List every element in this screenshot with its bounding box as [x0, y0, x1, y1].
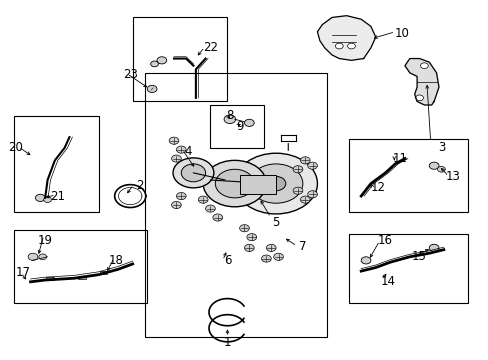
Text: 1: 1	[224, 336, 231, 349]
Circle shape	[307, 162, 317, 169]
Text: 2: 2	[136, 179, 143, 192]
Circle shape	[249, 164, 302, 203]
Text: 23: 23	[122, 68, 138, 81]
Bar	[348, 234, 467, 303]
Bar	[210, 105, 264, 148]
Circle shape	[176, 193, 186, 200]
Bar	[132, 18, 227, 102]
Circle shape	[420, 63, 427, 68]
Circle shape	[173, 158, 213, 188]
Polygon shape	[317, 16, 375, 60]
Circle shape	[239, 225, 249, 232]
Circle shape	[157, 57, 166, 64]
Circle shape	[292, 187, 302, 194]
Circle shape	[428, 162, 438, 169]
Circle shape	[234, 153, 317, 214]
Circle shape	[169, 137, 179, 144]
Circle shape	[292, 166, 302, 173]
Circle shape	[205, 205, 215, 212]
Bar	[78, 276, 85, 279]
Circle shape	[35, 194, 45, 202]
Circle shape	[171, 155, 181, 162]
Circle shape	[300, 157, 309, 164]
Text: 14: 14	[380, 275, 395, 288]
Circle shape	[266, 244, 276, 251]
Text: 20: 20	[8, 141, 23, 154]
Circle shape	[307, 191, 317, 198]
Circle shape	[246, 234, 256, 241]
Circle shape	[300, 196, 309, 203]
Circle shape	[361, 257, 370, 264]
Circle shape	[335, 43, 343, 49]
Circle shape	[437, 166, 445, 172]
Circle shape	[273, 253, 283, 260]
Circle shape	[428, 244, 438, 251]
Text: 5: 5	[272, 216, 279, 229]
Circle shape	[347, 43, 355, 49]
Text: 12: 12	[370, 181, 385, 194]
Bar	[239, 175, 276, 194]
Text: 7: 7	[299, 240, 306, 253]
Circle shape	[28, 253, 38, 260]
Circle shape	[244, 119, 254, 126]
Circle shape	[150, 61, 158, 67]
Circle shape	[212, 214, 222, 221]
Text: 3: 3	[437, 141, 444, 154]
Circle shape	[224, 115, 235, 123]
Text: 21: 21	[50, 190, 65, 203]
Circle shape	[181, 164, 205, 182]
Text: 19: 19	[38, 234, 53, 247]
Text: 22: 22	[203, 41, 218, 54]
Bar	[14, 116, 99, 212]
Circle shape	[266, 176, 285, 191]
Bar	[14, 230, 147, 303]
Text: 9: 9	[235, 120, 243, 133]
Circle shape	[203, 160, 266, 207]
Text: 8: 8	[226, 109, 233, 122]
Bar	[46, 277, 54, 280]
Text: 15: 15	[411, 250, 426, 263]
Text: 16: 16	[377, 234, 392, 247]
Text: 13: 13	[445, 170, 460, 183]
Bar	[144, 73, 326, 337]
Circle shape	[39, 254, 46, 260]
Text: 18: 18	[108, 254, 123, 267]
Text: 17: 17	[16, 266, 31, 279]
Bar	[348, 139, 467, 212]
Bar	[100, 271, 107, 274]
Circle shape	[215, 169, 254, 198]
Circle shape	[198, 196, 207, 203]
Text: 4: 4	[184, 145, 192, 158]
Text: 6: 6	[224, 254, 231, 267]
Circle shape	[176, 146, 186, 153]
Text: 10: 10	[394, 27, 409, 40]
Circle shape	[147, 85, 157, 93]
Circle shape	[261, 255, 271, 262]
Circle shape	[171, 202, 181, 208]
Circle shape	[43, 197, 51, 203]
Polygon shape	[404, 59, 438, 105]
Text: 11: 11	[392, 152, 407, 165]
Circle shape	[244, 244, 254, 251]
Circle shape	[415, 95, 423, 101]
